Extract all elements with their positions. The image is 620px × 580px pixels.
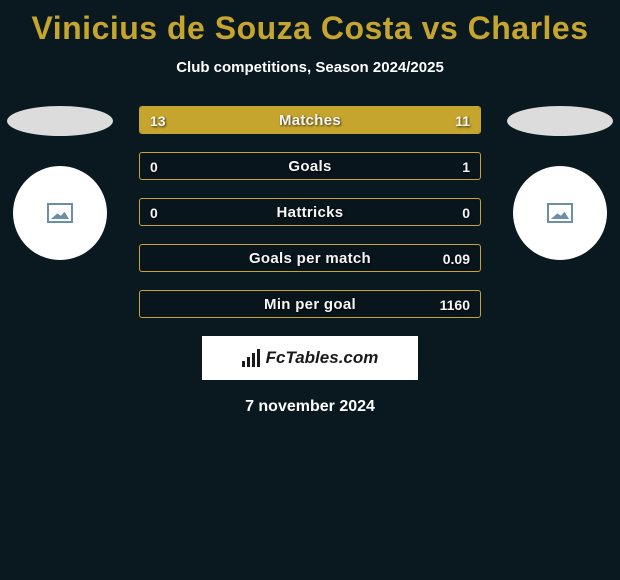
stat-label: Hattricks xyxy=(140,199,480,225)
player-photo-left xyxy=(13,166,107,260)
stat-value-right: 0.09 xyxy=(443,245,470,271)
stat-bar-hattricks: 0 Hattricks 0 xyxy=(139,198,481,226)
stat-label: Min per goal xyxy=(140,291,480,317)
stat-label: Goals xyxy=(140,153,480,179)
branding-text: FcTables.com xyxy=(266,348,379,368)
image-placeholder-icon xyxy=(547,203,573,223)
stat-bars: 13 Matches 11 0 Goals 1 0 Hattricks 0 Go… xyxy=(139,106,481,318)
nation-flag-placeholder-left xyxy=(7,106,113,136)
stat-bar-goals: 0 Goals 1 xyxy=(139,152,481,180)
player-left-column xyxy=(0,106,120,260)
branding-logo-icon xyxy=(242,349,260,367)
comparison-title: Vinicius de Souza Costa vs Charles xyxy=(0,0,620,47)
branding-badge: FcTables.com xyxy=(202,336,418,380)
nation-flag-placeholder-right xyxy=(507,106,613,136)
comparison-date: 7 november 2024 xyxy=(0,398,620,416)
comparison-content: 13 Matches 11 0 Goals 1 0 Hattricks 0 Go… xyxy=(0,106,620,416)
stat-bar-goals-per-match: Goals per match 0.09 xyxy=(139,244,481,272)
stat-value-right: 1160 xyxy=(440,291,470,317)
comparison-subtitle: Club competitions, Season 2024/2025 xyxy=(0,59,620,76)
stat-value-right: 1 xyxy=(462,153,470,179)
stat-label: Matches xyxy=(140,107,480,133)
stat-value-right: 11 xyxy=(455,107,470,133)
stat-bar-matches: 13 Matches 11 xyxy=(139,106,481,134)
stat-value-right: 0 xyxy=(462,199,470,225)
player-photo-right xyxy=(513,166,607,260)
stat-bar-min-per-goal: Min per goal 1160 xyxy=(139,290,481,318)
image-placeholder-icon xyxy=(47,203,73,223)
stat-label: Goals per match xyxy=(140,245,480,271)
player-right-column xyxy=(500,106,620,260)
